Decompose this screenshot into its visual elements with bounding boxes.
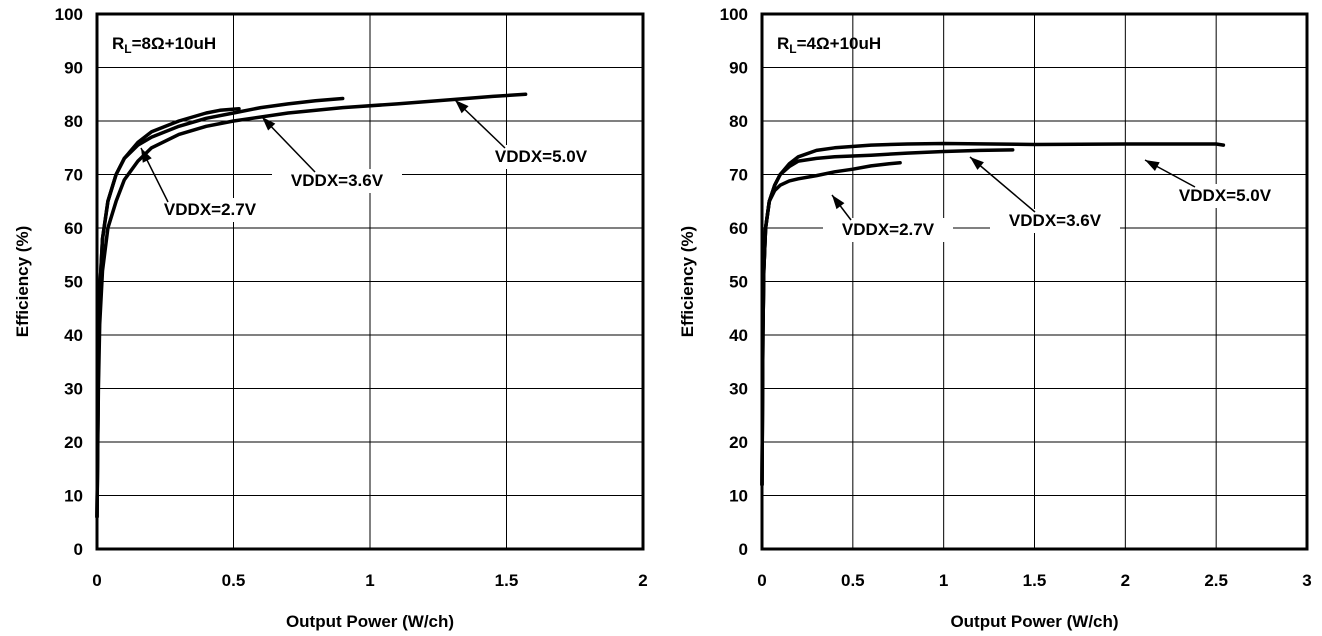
plot-frame	[95, 12, 645, 551]
annotation-arrow-head	[455, 100, 469, 114]
y-tick-label: 0	[739, 540, 748, 559]
x-tick-label: 0.5	[222, 571, 246, 590]
series-line-vddx-3-6v	[760, 148, 1015, 487]
annotation-1-3: VDDX=5.0V	[454, 99, 606, 169]
annotation-1-1: VDDX=2.7V	[140, 147, 275, 222]
annotation-2-3: VDDX=5.0V	[1144, 159, 1290, 208]
series-line-vddx-2-7v	[760, 160, 902, 487]
annotation-arrow-head	[832, 195, 845, 210]
annotation-arrow-head	[970, 157, 984, 170]
y-tick-label: 20	[729, 433, 748, 452]
y-tick-label: 90	[64, 59, 83, 78]
y-tick-label: 30	[729, 380, 748, 399]
x-tick-label: 1.5	[1023, 571, 1047, 590]
y-tick-label: 70	[729, 166, 748, 185]
x-tick-label: 1.5	[495, 571, 519, 590]
annotation-label: VDDX=3.6V	[1009, 211, 1102, 230]
y-tick-label: 90	[729, 59, 748, 78]
annotation-label: VDDX=2.7V	[842, 220, 935, 239]
y-tick-label: 40	[64, 326, 83, 345]
x-tick-label: 0.5	[841, 571, 865, 590]
annotation-bg	[145, 198, 275, 222]
annotation-bg	[1160, 184, 1290, 208]
x-tick-label: 2	[1121, 571, 1130, 590]
y-tick-label: 100	[55, 5, 83, 24]
annotation-label: VDDX=5.0V	[495, 147, 588, 166]
y-axis-label: Efficiency (%)	[678, 226, 697, 337]
y-tick-label: 100	[720, 5, 748, 24]
annotation-bg	[823, 218, 953, 242]
y-tick-label: 80	[64, 112, 83, 131]
x-axis-label: Output Power (W/ch)	[950, 612, 1118, 631]
condition-label-main: R	[112, 34, 124, 53]
chart-panel-2: 0 10 20 30 40 50 60 70 80 90 100 0 0.5 1 1.5 2 2.5 3 Outpu…	[678, 5, 1312, 631]
annotation-label: VDDX=5.0V	[1179, 186, 1272, 205]
x-tick-label: 0	[757, 571, 766, 590]
y-tick-label: 50	[64, 273, 83, 292]
y-tick-label: 80	[729, 112, 748, 131]
y-axis-label: Efficiency (%)	[13, 226, 32, 337]
y-tick-label: 0	[74, 540, 83, 559]
annotation-2-2: VDDX=3.6V	[969, 156, 1120, 233]
y-tick-label: 30	[64, 380, 83, 399]
annotation-2-1: VDDX=2.7V	[823, 194, 953, 242]
x-tick-label: 2.5	[1204, 571, 1228, 590]
condition-label: RL=8Ω+10uH	[112, 34, 216, 56]
annotation-1-2: VDDX=3.6V	[261, 116, 402, 193]
y-tick-label: 70	[64, 166, 83, 185]
y-tick-label: 50	[729, 273, 748, 292]
x-tick-label: 2	[638, 571, 647, 590]
condition-label-main: R	[777, 34, 789, 53]
series-line-vddx-5-0v	[760, 141, 1226, 487]
condition-label: RL=4Ω+10uH	[777, 34, 881, 56]
x-tick-label: 1	[939, 571, 948, 590]
condition-label-rest: =4Ω+10uH	[797, 34, 882, 53]
chart-panel-1: 0 10 20 30 40 50 60 70 80 90 100 0 0.5 1 1.5 2 Output Po…	[13, 5, 648, 631]
y-tick-label: 20	[64, 433, 83, 452]
x-tick-label: 1	[365, 571, 374, 590]
x-tick-label: 0	[92, 571, 101, 590]
series-line-vddx-5-0v	[95, 92, 528, 519]
x-axis-label: Output Power (W/ch)	[286, 612, 454, 631]
series-line-vddx-3-6v	[95, 96, 345, 519]
y-tick-label: 60	[729, 219, 748, 238]
annotation-arrow-head	[262, 117, 276, 131]
annotation-label: VDDX=2.7V	[164, 200, 257, 219]
condition-label-subscript: L	[789, 42, 796, 56]
condition-label-subscript: L	[124, 42, 131, 56]
y-tick-label: 60	[64, 219, 83, 238]
annotation-bg	[990, 209, 1120, 233]
x-tick-label: 3	[1302, 571, 1311, 590]
y-tick-label: 10	[729, 487, 748, 506]
annotation-arrow-head	[141, 148, 152, 163]
annotation-label: VDDX=3.6V	[291, 171, 384, 190]
annotation-bg	[476, 145, 606, 169]
y-tick-label: 40	[729, 326, 748, 345]
annotation-arrow-line	[969, 156, 1036, 213]
condition-label-rest: =8Ω+10uH	[132, 34, 217, 53]
annotation-arrow-head	[1145, 160, 1160, 172]
y-tick-label: 10	[64, 487, 83, 506]
annotation-bg	[272, 169, 402, 193]
